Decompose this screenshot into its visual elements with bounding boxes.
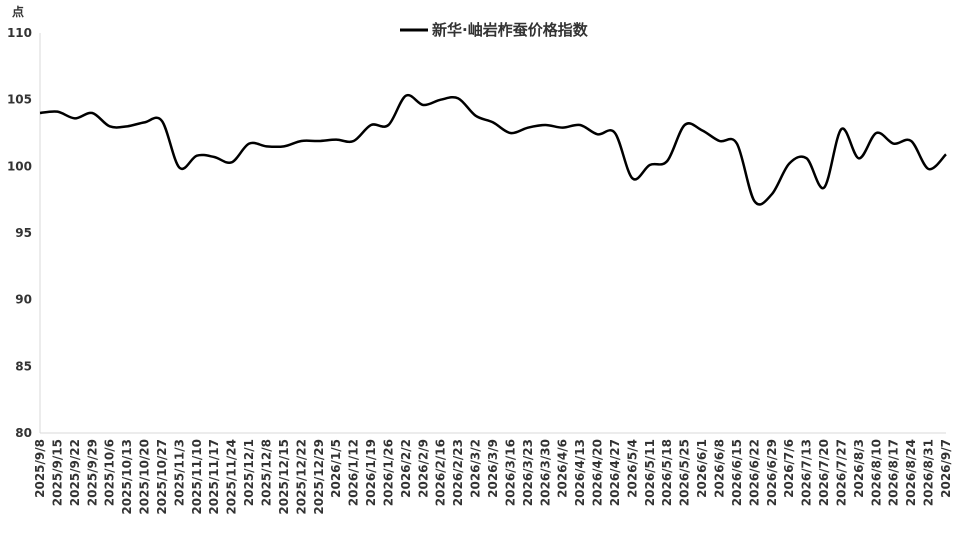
x-tick-label: 2026/5/4	[625, 439, 639, 498]
x-tick-label: 2026/8/24	[904, 439, 918, 506]
x-tick-label: 2026/2/9	[416, 439, 430, 498]
x-tick-label: 2025/10/13	[120, 439, 134, 515]
x-tick-label: 2025/11/24	[225, 439, 239, 515]
x-tick-label: 2026/3/30	[538, 439, 552, 506]
y-tick-label: 90	[15, 293, 32, 307]
x-tick-label: 2026/4/20	[591, 439, 605, 506]
x-tick-label: 2026/4/13	[573, 439, 587, 506]
x-tick-label: 2025/10/6	[103, 439, 117, 506]
x-tick-label: 2026/6/22	[747, 439, 761, 506]
x-tick-label: 2026/5/11	[643, 439, 657, 506]
x-tick-label: 2026/8/3	[852, 439, 866, 498]
x-tick-label: 2025/10/20	[138, 439, 152, 515]
y-tick-label: 85	[15, 359, 32, 373]
x-tick-label: 2025/11/17	[207, 439, 221, 515]
x-tick-label: 2026/7/27	[834, 439, 848, 506]
y-tick-label: 100	[7, 159, 32, 173]
x-tick-label: 2025/11/10	[190, 439, 204, 515]
x-tick-label: 2026/6/15	[730, 439, 744, 506]
x-tick-label: 2026/3/23	[521, 439, 535, 506]
x-tick-label: 2026/9/7	[939, 439, 953, 498]
x-tick-label: 2026/1/26	[381, 439, 395, 506]
x-tick-label: 2026/3/9	[486, 439, 500, 498]
x-tick-label: 2026/5/25	[678, 439, 692, 506]
y-axis-label: 点	[12, 4, 24, 19]
x-tick-label: 2026/1/12	[347, 439, 361, 506]
x-tick-label: 2026/7/13	[800, 439, 814, 506]
y-tick-label: 80	[15, 426, 32, 440]
x-tick-label: 2026/7/6	[782, 439, 796, 498]
x-tick-label: 2025/12/29	[312, 439, 326, 515]
x-tick-label: 2026/6/29	[765, 439, 779, 506]
x-tick-label: 2026/6/8	[713, 439, 727, 498]
x-tick-label: 2026/5/18	[660, 439, 674, 506]
x-tick-label: 2026/1/19	[364, 439, 378, 506]
y-tick-label: 95	[15, 226, 32, 240]
x-tick-label: 2025/9/8	[33, 439, 47, 498]
x-tick-label: 2025/10/27	[155, 439, 169, 515]
x-tick-label: 2026/7/20	[817, 439, 831, 506]
x-tick-label: 2025/11/3	[172, 439, 186, 506]
x-tick-label: 2026/1/5	[329, 439, 343, 498]
x-tick-label: 2026/4/6	[556, 439, 570, 498]
x-tick-label: 2026/8/31	[922, 439, 936, 506]
x-tick-label: 2026/3/2	[469, 439, 483, 498]
y-tick-label: 105	[7, 93, 32, 107]
x-tick-label: 2025/12/1	[242, 439, 256, 506]
x-tick-label: 2026/8/17	[887, 439, 901, 506]
x-tick-label: 2026/2/2	[399, 439, 413, 498]
legend-label: 新华·岫岩柞蚕价格指数	[432, 21, 589, 39]
x-tick-label: 2026/4/27	[608, 439, 622, 506]
x-tick-label: 2025/9/22	[68, 439, 82, 506]
x-tick-label: 2026/8/10	[869, 439, 883, 506]
x-tick-label: 2026/3/16	[503, 439, 517, 506]
x-tick-label: 2025/12/22	[294, 439, 308, 515]
x-tick-label: 2025/9/15	[50, 439, 64, 506]
x-tick-label: 2025/12/15	[277, 439, 291, 515]
x-tick-label: 2025/12/8	[260, 439, 274, 506]
x-tick-label: 2025/9/29	[85, 439, 99, 506]
y-tick-label: 110	[7, 26, 32, 40]
x-tick-label: 2026/2/16	[434, 439, 448, 506]
x-tick-label: 2026/2/23	[451, 439, 465, 506]
data-line	[39, 93, 947, 206]
x-tick-label: 2026/6/1	[695, 439, 709, 498]
